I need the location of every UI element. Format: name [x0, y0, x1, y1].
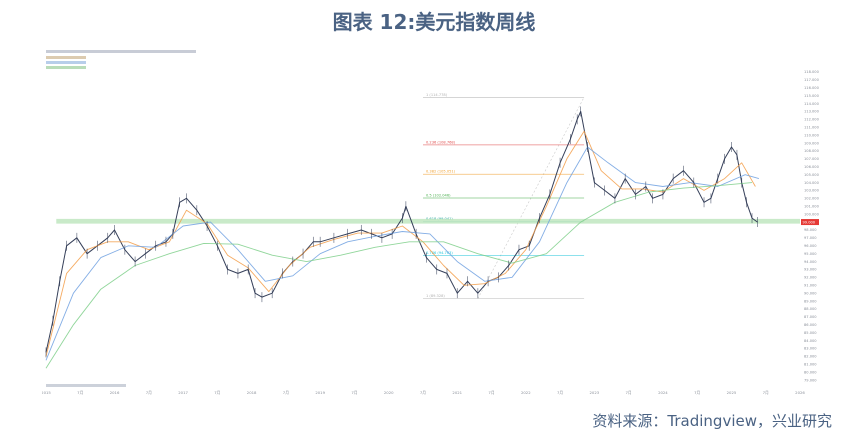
chart-background — [42, 46, 827, 402]
y-tick-label: 103.000 — [804, 189, 820, 193]
series-group — [45, 106, 760, 369]
x-tick-label: 2024 — [658, 390, 668, 395]
y-tick-label: 86.000 — [804, 323, 817, 327]
y-tick-label: 82.000 — [804, 355, 817, 359]
y-tick-label: 104.000 — [804, 181, 820, 185]
y-tick-label: 109.000 — [804, 141, 820, 145]
y-tick-label: 93.000 — [804, 268, 817, 272]
y-tick-label: 90.000 — [804, 291, 817, 295]
y-tick-label: 84.000 — [804, 339, 817, 343]
x-tick-label: 2026 — [795, 390, 805, 395]
support-band — [56, 218, 801, 224]
y-tick-label: 81.000 — [804, 362, 817, 366]
chart-svg: 1 (114.778) 0.236 (108.768) 0.382 (105.051… — [42, 46, 827, 402]
x-tick-label: 2020 — [384, 390, 394, 395]
last-price-badge — [801, 219, 819, 226]
y-tick-label: 96.000 — [804, 244, 817, 248]
x-tick-label: 2016 — [110, 390, 120, 395]
x-tick-label: 7月 — [146, 390, 152, 395]
x-tick-label: 7月 — [283, 390, 289, 395]
y-tick-label: 88.000 — [804, 307, 817, 311]
fib-level-label: 0.236 (108.768) — [426, 140, 456, 144]
y-tick-label: 87.000 — [804, 315, 817, 319]
fib-level-label: 0.382 (105.051) — [426, 170, 456, 174]
chart-title: 图表 12:美元指数周线 — [332, 10, 536, 34]
y-tick-label: 89.000 — [804, 299, 817, 303]
bottom-legend — [46, 384, 126, 387]
x-tick-label: 2022 — [521, 390, 531, 395]
x-tick-label: 7月 — [626, 390, 632, 395]
y-tick-label: 117.000 — [804, 78, 820, 82]
last-price-label: 99.000 — [803, 220, 816, 224]
y-tick-label: 102.000 — [804, 197, 820, 201]
y-tick-label: 80.000 — [804, 370, 817, 374]
x-tick-label: 2023 — [590, 390, 600, 395]
y-tick-label: 108.000 — [804, 149, 820, 153]
x-tick-label: 7月 — [488, 390, 494, 395]
y-tick-label: 91.000 — [804, 283, 817, 287]
fib-level-label: 0.5 (102.046) — [426, 193, 451, 197]
x-tick-label: 7月 — [214, 390, 220, 395]
fib-level-label: 1 (114.778) — [426, 93, 448, 97]
x-tick-label: 7月 — [77, 390, 83, 395]
source-note: 资料来源：Tradingview，兴业研究 — [592, 412, 832, 430]
y-tick-label: 114.000 — [804, 102, 820, 106]
y-tick-label: 107.000 — [804, 157, 820, 161]
y-tick-label: 111.000 — [804, 125, 820, 129]
y-tick-label: 112.000 — [804, 118, 820, 122]
x-tick-label: 2021 — [452, 390, 462, 395]
support-band-rect — [56, 218, 801, 224]
x-tick-label: 7月 — [351, 390, 357, 395]
x-tick-label: 2015 — [42, 390, 51, 395]
y-axis: 79.000 80.000 81.000 82.000 83.000 84.000 85.0… — [801, 70, 820, 382]
x-tick-label: 7月 — [557, 390, 563, 395]
y-tick-label: 100.000 — [804, 212, 820, 216]
y-tick-label: 83.000 — [804, 347, 817, 351]
y-tick-label: 105.000 — [804, 173, 820, 177]
x-axis: 2015 7月 2016 7月 2017 7月 2018 7月 2019 7月 2020 7月 2021… — [42, 390, 805, 395]
indicator-legend — [46, 50, 196, 69]
x-tick-label: 2019 — [315, 390, 325, 395]
y-tick-label: 92.000 — [804, 276, 817, 280]
fib-level-label: 0.786 (94.763) — [426, 251, 453, 255]
y-tick-label: 95.000 — [804, 252, 817, 256]
x-tick-label: 2025 — [727, 390, 737, 395]
y-tick-label: 97.000 — [804, 236, 817, 240]
y-tick-label: 110.000 — [804, 133, 820, 137]
chart-frame: 1 (114.778) 0.236 (108.768) 0.382 (105.051… — [42, 46, 827, 402]
y-tick-label: 115.000 — [804, 94, 820, 98]
fib-level-label: 1 (89.328) — [426, 294, 445, 298]
y-tick-label: 106.000 — [804, 165, 820, 169]
y-tick-label: 113.000 — [804, 110, 820, 114]
series-line — [45, 182, 753, 369]
y-tick-label: 85.000 — [804, 331, 817, 335]
x-tick-label: 2017 — [178, 390, 188, 395]
y-tick-label: 94.000 — [804, 260, 817, 264]
y-tick-label: 116.000 — [804, 86, 820, 90]
x-tick-label: 2018 — [247, 390, 257, 395]
y-tick-label: 101.000 — [804, 204, 820, 208]
y-tick-label: 118.000 — [804, 70, 820, 74]
x-tick-label: 7月 — [763, 390, 769, 395]
x-tick-label: 7月 — [694, 390, 700, 395]
y-tick-label: 98.000 — [804, 228, 817, 232]
y-tick-label: 79.000 — [804, 378, 817, 382]
x-tick-label: 7月 — [420, 390, 426, 395]
